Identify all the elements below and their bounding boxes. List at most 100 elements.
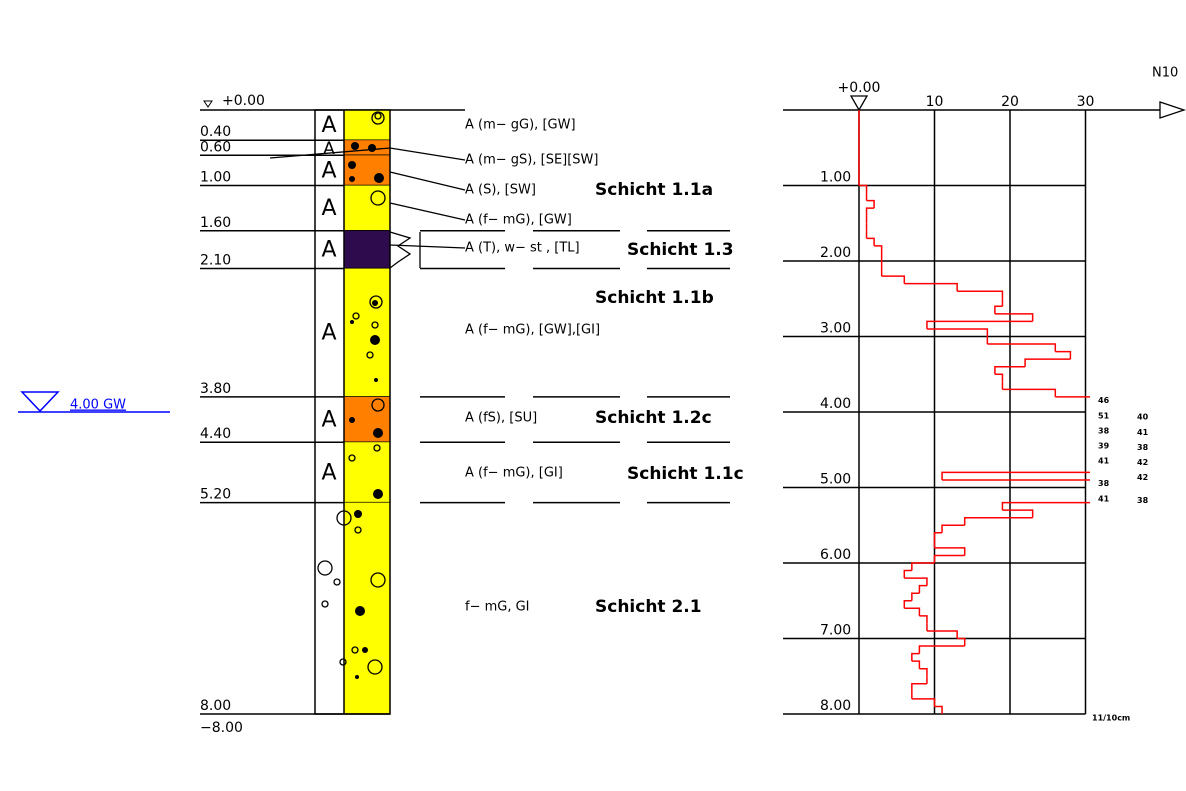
step [1161,412,1186,420]
step [941,471,1090,480]
step [941,524,965,533]
step [911,562,935,571]
x-tick-label: 30 [1077,94,1095,110]
step [874,245,883,254]
step [1055,396,1090,398]
depth-label: 5.20 [200,487,231,503]
overflow-label: 38 [1137,443,1149,452]
step [933,554,965,563]
step [859,184,868,194]
step [865,207,875,216]
y-tick-label: 2.00 [820,245,851,261]
y-tick-label: 4.00 [820,396,851,412]
layer-description: A (f− mG), [GW],[GI] [465,323,600,338]
overflow-label: 42 [1137,473,1148,482]
step [934,705,943,714]
stratum-name: Schicht 1.2c [595,408,712,428]
step [957,290,1004,299]
step [911,660,921,669]
layer-description: A (S), [SW] [465,183,536,198]
depth-label: 8.00 [200,698,231,714]
step [919,667,928,677]
layer-fill [344,442,390,503]
y-tick-label: 1.00 [820,170,851,186]
y-tick-label: 6.00 [820,547,851,563]
overflow-label: 41 [1137,428,1149,437]
step [957,637,966,647]
step [904,607,921,616]
gw-label: 4.00 GW [70,398,126,413]
step [1169,457,1177,465]
step [903,569,912,579]
step [994,365,1026,375]
overflow-label: 38 [1137,496,1149,505]
step [903,600,912,609]
y-tick-label: +0.00 [838,80,881,96]
overflow-label: 41 [1098,494,1110,503]
y-tick-label: 7.00 [820,623,851,639]
layer-code: A [321,113,336,138]
layer-description: A (fS), [SU] [465,411,537,426]
step [911,698,936,707]
step [942,479,1090,481]
step [1024,358,1071,367]
overflow-label: 46 [1098,396,1110,405]
probing-chart: 10 20 30 +0.00 1.00 2.00 3.00 4.00 5.00 6.00 7.00 8… [783,66,1186,723]
x-tick-label: 20 [1001,94,1019,110]
top-label: +0.00 [222,93,265,109]
grain-dots [348,142,384,679]
log-column: A 0.40 A (m− gG), [GW] A 0.60 A (m− gS), [SE]… [200,109,744,715]
stratum-name: Schicht 2.1 [595,597,702,617]
layer-description: A (f− mG), [GW] [465,213,572,228]
layer-code: A [321,321,336,346]
step [1146,427,1169,435]
step [919,615,928,624]
leaders [269,147,466,269]
y-tick-label: 8.00 [820,698,851,714]
step [918,645,965,654]
stratum-name: Schicht 1.1b [595,288,714,308]
layer-description: A (T), w− st , [TL] [465,241,580,256]
depth-label: 0.60 [200,139,231,155]
step [994,305,1003,314]
column-outline [314,109,391,715]
overflow-label: 41 [1098,457,1110,466]
x-axis-label: N10 [1152,66,1178,81]
stratum-name: Schicht 1.1a [595,180,713,200]
layer-fill [344,502,390,714]
layer-fill [344,268,390,397]
top-marker [203,100,213,108]
step [866,237,875,246]
overflow-label: 39 [1098,441,1110,450]
step [963,516,1033,526]
layer-description: A (m− gS), [SE][SW] [465,153,599,168]
step [1169,465,1177,473]
grain-symbols [317,111,386,675]
step [1055,350,1072,360]
step [911,683,927,692]
overflow-label: 51 [1098,411,1110,420]
step [1002,509,1034,518]
overflow-label: 42 [1137,458,1148,467]
stratum-name: Schicht 1.3 [627,240,734,260]
y-tick-label: 5.00 [820,472,851,488]
depth-label: 1.60 [200,215,231,231]
step [1002,388,1057,397]
step [994,373,1004,382]
step [1146,495,1169,503]
step [911,592,920,601]
step [1161,404,1186,412]
step-line [858,110,1186,714]
x-tick-label: 10 [926,94,944,110]
overflow-label: 38 [1098,479,1110,488]
step [934,547,966,556]
depth-label: 2.10 [200,253,231,269]
depth-label: 1.00 [200,170,231,186]
note: 11/10cm [1092,714,1130,723]
step [1153,450,1176,458]
step [866,199,875,209]
step [881,275,906,284]
layer-description: A (m− gG), [GW] [465,118,576,133]
layer-description: f− mG, GI [465,600,530,615]
